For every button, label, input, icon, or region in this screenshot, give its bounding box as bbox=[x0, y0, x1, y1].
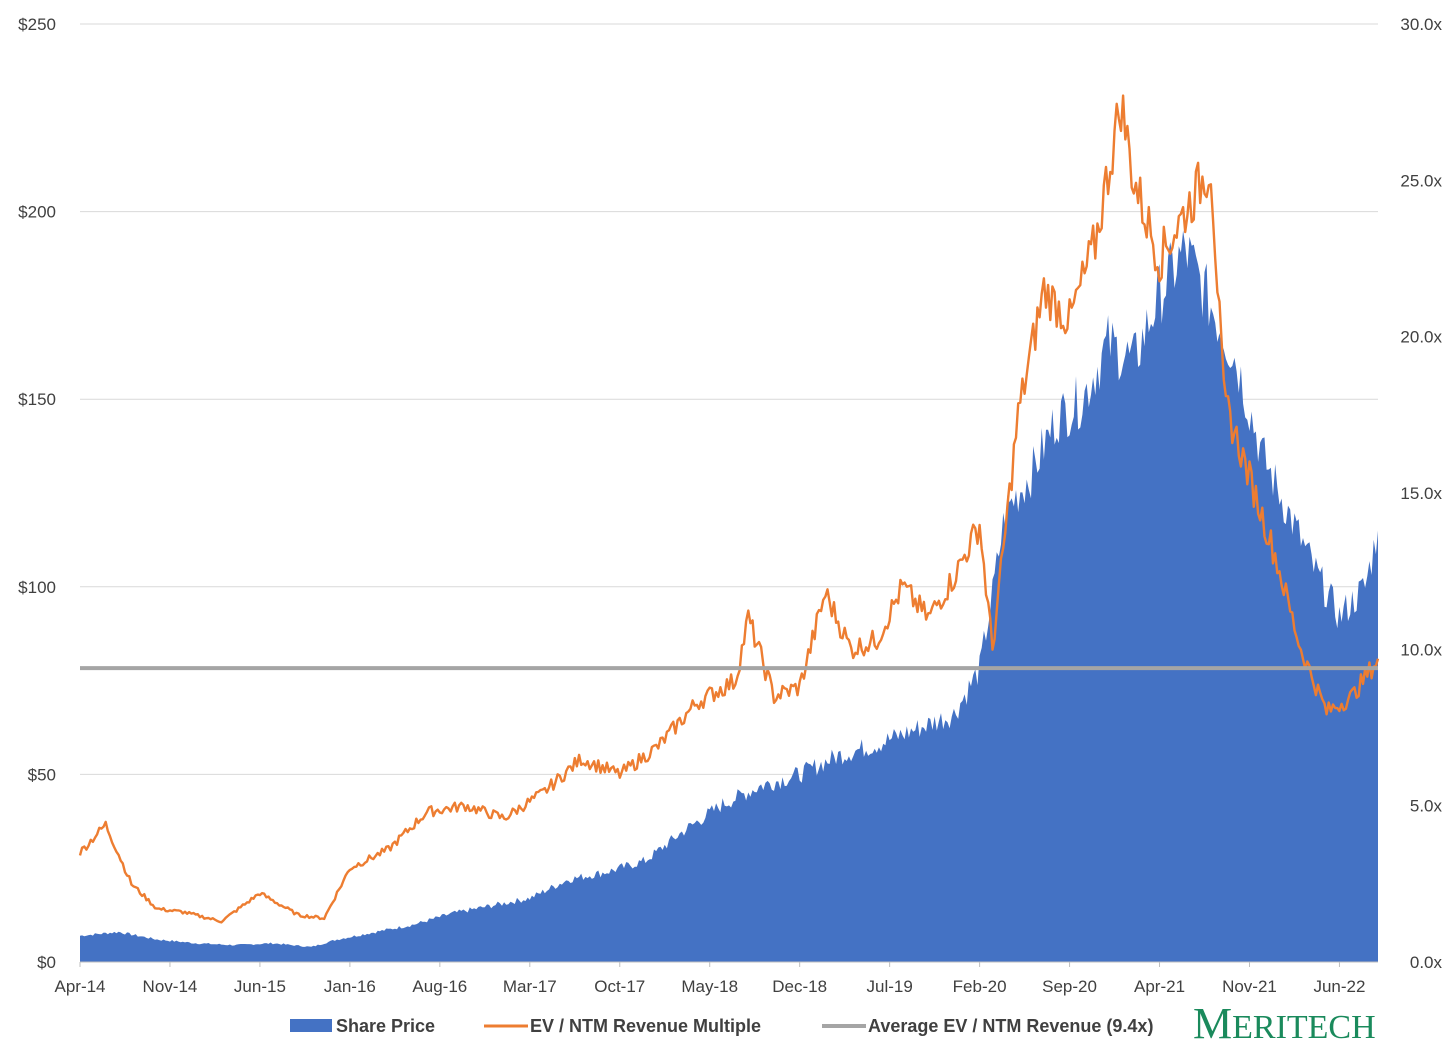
y-left-tick-label: $200 bbox=[18, 203, 56, 222]
y-left-tick-label: $150 bbox=[18, 390, 56, 409]
y-left-tick-label: $250 bbox=[18, 15, 56, 34]
share-price-area bbox=[80, 230, 1378, 962]
x-tick-label: Aug-16 bbox=[412, 977, 467, 996]
x-tick-label: Jul-19 bbox=[866, 977, 912, 996]
y-right-tick-label: 5.0x bbox=[1410, 797, 1443, 816]
y-left-tick-label: $0 bbox=[37, 953, 56, 972]
y-left-tick-label: $100 bbox=[18, 578, 56, 597]
y-right-tick-label: 25.0x bbox=[1400, 171, 1442, 190]
legend-label: Share Price bbox=[336, 1016, 435, 1036]
x-tick-label: Jun-15 bbox=[234, 977, 286, 996]
y-right-tick-label: 15.0x bbox=[1400, 484, 1442, 503]
legend-item: Average EV / NTM Revenue (9.4x) bbox=[822, 1016, 1153, 1036]
x-tick-label: Feb-20 bbox=[953, 977, 1007, 996]
share-price-area-layer bbox=[80, 230, 1378, 962]
legend-item: EV / NTM Revenue Multiple bbox=[484, 1016, 761, 1036]
x-tick-label: Nov-14 bbox=[143, 977, 198, 996]
axis-layer: $0 $50 $100 $150 $200 $250 0.0x 5.0x 10.0x 15.0x 2… bbox=[18, 15, 1442, 996]
legend-item: Share Price bbox=[290, 1016, 435, 1036]
y-right-tick-label: 30.0x bbox=[1400, 15, 1442, 34]
y-right-tick-label: 10.0x bbox=[1400, 640, 1442, 659]
x-tick-label: Mar-17 bbox=[503, 977, 557, 996]
legend-swatch bbox=[290, 1019, 332, 1032]
meritech-logo: MERITECH bbox=[1193, 999, 1376, 1048]
x-tick-label: Sep-20 bbox=[1042, 977, 1097, 996]
legend-label: EV / NTM Revenue Multiple bbox=[530, 1016, 761, 1036]
legend: Share Price EV / NTM Revenue Multiple Aver… bbox=[290, 999, 1376, 1048]
x-tick-label: Apr-21 bbox=[1134, 977, 1185, 996]
ev-multiple-line bbox=[78, 94, 1380, 924]
x-tick-label: Jun-22 bbox=[1313, 977, 1365, 996]
x-tick-label: May-18 bbox=[681, 977, 738, 996]
ev-multiple-line-layer bbox=[78, 94, 1380, 924]
x-tick-label: Apr-14 bbox=[54, 977, 105, 996]
x-tick-label: Nov-21 bbox=[1222, 977, 1277, 996]
x-tick-label: Oct-17 bbox=[594, 977, 645, 996]
legend-label: Average EV / NTM Revenue (9.4x) bbox=[868, 1016, 1153, 1036]
y-right-tick-label: 0.0x bbox=[1410, 953, 1443, 972]
x-tick-label: Dec-18 bbox=[772, 977, 827, 996]
x-tick-label: Jan-16 bbox=[324, 977, 376, 996]
y-left-tick-label: $50 bbox=[28, 765, 56, 784]
y-right-tick-label: 20.0x bbox=[1400, 328, 1442, 347]
